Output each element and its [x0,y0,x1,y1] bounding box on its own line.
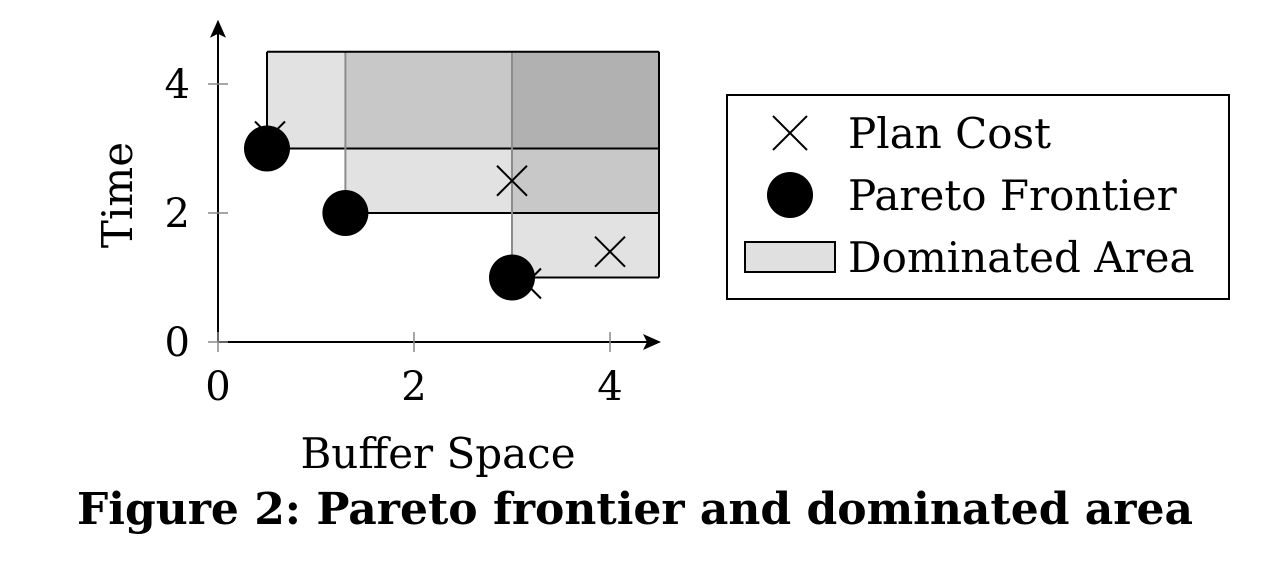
x-axis-arrow-icon [643,334,661,350]
pareto-frontier-point [244,125,290,172]
legend-label: Plan Cost [848,109,1051,158]
legend-label: Dominated Area [848,233,1195,282]
dominated-area-region [512,51,659,278]
cross-marker-shape [772,115,808,151]
axes: 0 2 4 0 2 4 [165,19,661,410]
plan-cost-point [496,165,528,197]
x-tick-label: 2 [401,364,426,410]
pareto-frontier-point [322,190,369,236]
dominated-area-region [267,51,659,149]
y-axis-label: Time [93,142,142,248]
plot-area [244,50,660,301]
legend-entry-plan-cost: Plan Cost [772,109,1051,158]
cross-stroke [772,115,808,151]
y-axis-arrow-icon [210,19,226,38]
x-axis-label: Buffer Space [300,429,575,478]
legend-label: Pareto Frontier [848,171,1178,220]
cross-stroke [594,235,626,268]
x-tick-label: 0 [205,364,230,410]
x-tick-label: 4 [597,364,622,410]
filled-circle-marker-icon [767,172,813,218]
legend-entry-dominated-area: Dominated Area [744,233,1195,282]
legend: Plan Cost Pareto Frontier Dominated Area [726,94,1230,300]
y-tick-label: 0 [165,320,190,366]
legend-entry-pareto-frontier: Pareto Frontier [767,171,1178,220]
pareto-frontier-point [489,254,535,301]
figure-caption: Figure 2: Pareto frontier and dominated … [76,484,1193,535]
cross-marker-icon [772,115,808,151]
area-swatch-icon [744,241,836,273]
cross-stroke [496,165,528,197]
y-tick-label: 2 [165,191,190,237]
dominated-area-region [345,51,659,213]
y-tick-label: 4 [165,62,190,108]
plan-cost-point [594,235,626,268]
